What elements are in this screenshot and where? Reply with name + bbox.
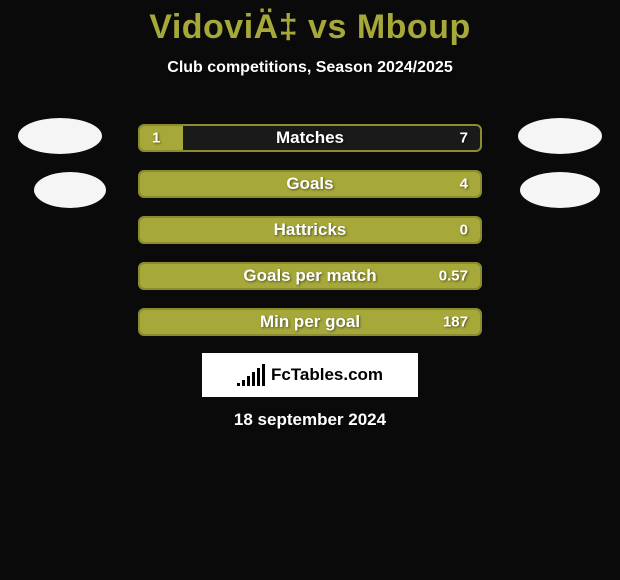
stat-label: Goals <box>140 174 480 194</box>
page-title: VidoviÄ‡ vs Mboup <box>0 0 620 47</box>
logo-bar-segment <box>242 380 245 386</box>
stat-label: Goals per match <box>140 266 480 286</box>
logo-bar-segment <box>262 364 265 386</box>
stat-label: Min per goal <box>140 312 480 332</box>
stat-row: Goals per match0.57 <box>138 262 482 290</box>
avatar-right-secondary <box>520 172 600 208</box>
stats-bars: Matches1 7 Goals4 Hattricks0 Goals per match… <box>138 124 482 354</box>
logo-box: FcTables.com <box>202 353 418 397</box>
avatar-right-primary <box>518 118 602 154</box>
logo-content: FcTables.com <box>237 364 383 386</box>
logo-chart-icon <box>237 364 265 386</box>
logo-bar-segment <box>257 368 260 386</box>
logo-bar-segment <box>252 372 255 386</box>
logo-bar-segment <box>247 376 250 386</box>
stat-value-right: 4 <box>460 176 468 193</box>
stat-row: Hattricks0 <box>138 216 482 244</box>
stat-value-right: 0 <box>460 222 468 239</box>
stat-value-left: 1 <box>152 130 160 147</box>
stat-label: Hattricks <box>140 220 480 240</box>
date-text: 18 september 2024 <box>0 410 620 430</box>
subtitle: Club competitions, Season 2024/2025 <box>0 59 620 77</box>
logo-bar-segment <box>237 383 240 386</box>
stat-value-right: 187 <box>443 314 468 331</box>
avatar-left-secondary <box>34 172 106 208</box>
content-wrapper: VidoviÄ‡ vs Mboup Club competitions, Sea… <box>0 0 620 77</box>
stat-value-right: 0.57 <box>439 268 468 285</box>
stat-row: Min per goal187 <box>138 308 482 336</box>
stat-label: Matches <box>140 128 480 148</box>
avatar-left-primary <box>18 118 102 154</box>
stat-value-right: 7 <box>460 130 468 147</box>
stat-row: Goals4 <box>138 170 482 198</box>
stat-row: Matches1 7 <box>138 124 482 152</box>
logo-text: FcTables.com <box>271 365 383 385</box>
